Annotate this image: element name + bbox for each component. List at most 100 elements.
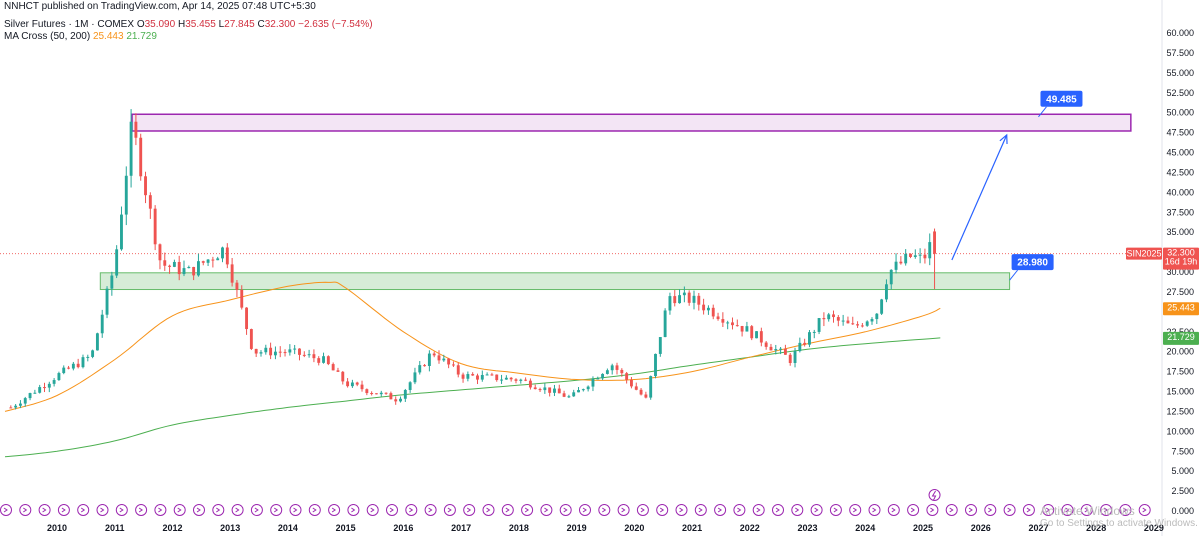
- event-marker[interactable]: [424, 504, 437, 516]
- event-marker[interactable]: [849, 504, 862, 516]
- event-marker[interactable]: [347, 504, 360, 516]
- event-marker[interactable]: [617, 504, 630, 516]
- close-label: C: [257, 19, 265, 30]
- event-marker[interactable]: [810, 504, 823, 516]
- candle-body: [57, 373, 61, 381]
- candle-body: [264, 347, 268, 353]
- event-marker[interactable]: [945, 504, 958, 516]
- event-marker[interactable]: [212, 504, 225, 516]
- event-marker[interactable]: [579, 504, 591, 516]
- support-zone[interactable]: [99, 272, 1011, 291]
- price-label-box[interactable]: [1040, 90, 1083, 107]
- event-marker[interactable]: [366, 504, 379, 516]
- event-marker[interactable]: [115, 504, 128, 516]
- event-marker-glyph: [61, 507, 66, 513]
- event-marker-glyph: [988, 507, 993, 513]
- low-value: 27.845: [224, 19, 255, 30]
- event-marker[interactable]: [96, 504, 109, 516]
- event-marker[interactable]: [193, 504, 205, 516]
- event-marker[interactable]: [501, 504, 514, 516]
- event-marker[interactable]: [135, 504, 148, 516]
- event-marker[interactable]: [154, 504, 167, 516]
- event-marker[interactable]: [984, 504, 997, 516]
- x-tick-label: 2026: [971, 523, 991, 533]
- candle-body: [447, 358, 451, 365]
- lightning-marker[interactable]: [928, 489, 941, 501]
- event-marker[interactable]: [559, 504, 572, 516]
- event-marker[interactable]: [829, 504, 842, 516]
- ma200-value: 21.729: [126, 31, 157, 42]
- x-tick-label: 2018: [509, 523, 529, 533]
- event-marker[interactable]: [1080, 504, 1093, 516]
- event-marker[interactable]: [1042, 504, 1055, 516]
- event-marker[interactable]: [482, 504, 495, 516]
- event-marker[interactable]: [405, 504, 418, 516]
- event-marker[interactable]: [19, 504, 32, 516]
- event-marker[interactable]: [57, 504, 70, 516]
- ma200-tag-text: 21.729: [1167, 332, 1195, 342]
- candle-body: [586, 386, 590, 390]
- ma-label[interactable]: MA Cross (50, 200): [4, 31, 91, 42]
- event-marker[interactable]: [714, 504, 727, 516]
- event-marker[interactable]: [1003, 504, 1016, 516]
- last-price-tag-text: 16d 19h: [1165, 257, 1198, 267]
- price-label-box[interactable]: [1011, 254, 1054, 271]
- event-marker[interactable]: [289, 504, 302, 516]
- event-marker[interactable]: [656, 504, 669, 516]
- symbol-label[interactable]: Silver Futures · 1M · COMEX: [4, 19, 135, 30]
- event-marker[interactable]: [1119, 504, 1132, 516]
- candle-body: [384, 392, 388, 394]
- price-label-text: 49.485: [1046, 94, 1077, 105]
- candle-body: [461, 374, 465, 379]
- candle-body: [298, 348, 301, 355]
- event-marker[interactable]: [868, 504, 881, 516]
- projection-arrow[interactable]: [951, 134, 1008, 261]
- event-marker[interactable]: [1138, 504, 1151, 516]
- event-marker[interactable]: [733, 504, 746, 516]
- event-marker[interactable]: [38, 504, 51, 516]
- event-marker[interactable]: [231, 504, 244, 516]
- event-marker[interactable]: [791, 504, 804, 516]
- candle-body: [808, 332, 811, 345]
- event-marker[interactable]: [328, 504, 341, 516]
- event-marker[interactable]: [907, 504, 920, 516]
- event-marker[interactable]: [270, 504, 283, 516]
- y-tick-label: 47.500: [1166, 128, 1194, 138]
- event-marker[interactable]: [0, 504, 12, 516]
- event-marker[interactable]: [1061, 504, 1074, 516]
- candle-body: [95, 333, 99, 351]
- event-marker[interactable]: [598, 504, 611, 516]
- event-marker[interactable]: [77, 504, 90, 516]
- event-marker-glyph: [602, 507, 607, 513]
- event-marker[interactable]: [1022, 504, 1035, 516]
- event-marker[interactable]: [386, 504, 398, 516]
- candle-body: [235, 282, 239, 290]
- event-marker[interactable]: [887, 504, 900, 516]
- y-tick-label: 35.000: [1166, 227, 1194, 237]
- candle-body: [317, 358, 321, 363]
- event-marker-glyph: [119, 507, 124, 513]
- candle-body: [865, 321, 869, 326]
- event-marker[interactable]: [443, 504, 456, 516]
- candle-body: [764, 342, 768, 347]
- event-marker[interactable]: [675, 504, 688, 516]
- event-marker-glyph: [737, 507, 742, 513]
- event-marker[interactable]: [694, 504, 707, 516]
- event-marker[interactable]: [250, 504, 263, 516]
- resistance-zone[interactable]: [131, 113, 1132, 132]
- y-tick-label: 0.000: [1171, 506, 1194, 516]
- event-marker[interactable]: [636, 504, 649, 516]
- candle-body: [889, 269, 893, 285]
- event-marker[interactable]: [308, 504, 321, 516]
- event-marker[interactable]: [752, 504, 765, 516]
- event-marker[interactable]: [540, 504, 553, 516]
- event-marker[interactable]: [772, 504, 784, 516]
- event-marker[interactable]: [926, 504, 939, 516]
- event-marker[interactable]: [521, 504, 534, 516]
- candle-body: [375, 393, 378, 395]
- event-marker[interactable]: [965, 504, 977, 516]
- event-marker[interactable]: [463, 504, 476, 516]
- event-marker[interactable]: [1100, 504, 1113, 516]
- event-marker[interactable]: [173, 504, 186, 516]
